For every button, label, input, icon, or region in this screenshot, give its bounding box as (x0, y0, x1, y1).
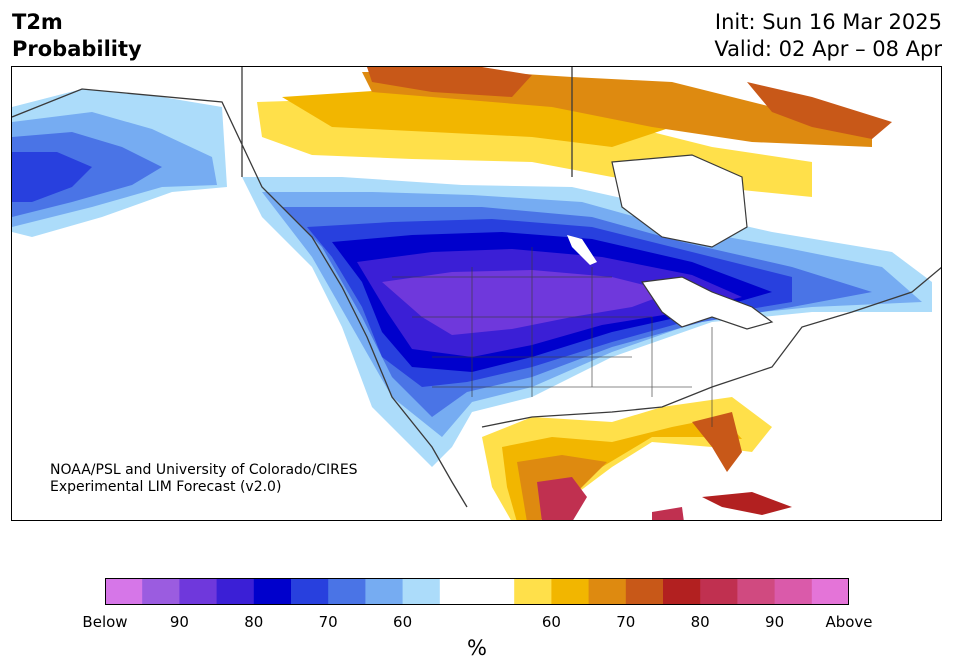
colorbar-tick-label: 80 (244, 613, 264, 631)
colorbar-tick-label: Above (825, 613, 873, 631)
colorbar-swatch (774, 578, 813, 605)
run-info: Init: Sun 16 Mar 2025 Valid: 02 Apr – 08… (714, 9, 942, 63)
colorbar-tick-label: 70 (318, 613, 338, 631)
colorbar-swatch (142, 578, 180, 605)
colorbar-tick-label: 90 (765, 613, 785, 631)
colorbar-swatch (179, 578, 218, 605)
map-panel: NOAA/PSL and University of Colorado/CIRE… (11, 66, 942, 521)
colorbar-swatch (700, 578, 738, 605)
alaska-deep-blue (12, 152, 92, 202)
florida-orange (692, 412, 742, 472)
hudson-bay (611, 154, 748, 248)
colorbar-swatch (216, 578, 255, 605)
cold-85 (382, 270, 672, 335)
colorbar-tick-label: 80 (690, 613, 710, 631)
init-time: Init: Sun 16 Mar 2025 (714, 10, 942, 34)
colorbar-swatch (105, 578, 143, 605)
lake-winnipeg (567, 235, 597, 265)
greenland-dark-orange (747, 82, 892, 139)
colorbar-tick-label: 60 (541, 613, 561, 631)
map-title: T2m Probability (12, 9, 142, 63)
colorbar-tick-label: 60 (393, 613, 413, 631)
colorbar-swatch (811, 578, 849, 605)
coastline (12, 67, 941, 508)
colorbar-unit: % (467, 636, 487, 660)
credit-line-2: Experimental LIM Forecast (v2.0) (50, 479, 282, 495)
canada-dark-orange (367, 67, 532, 97)
colorbar-swatch (365, 578, 404, 605)
colorbar-swatch (439, 578, 478, 605)
colorbar (105, 578, 849, 605)
colorbar-swatch (291, 578, 329, 605)
colorbar-swatch (737, 578, 776, 605)
colorbar-swatch (663, 578, 701, 605)
colorbar-swatch (514, 578, 552, 605)
colorbar-border (105, 578, 849, 605)
south-red (537, 477, 587, 520)
colorbar-swatch (253, 578, 292, 605)
great-lakes (640, 276, 774, 330)
colorbar-swatch (402, 578, 441, 605)
colorbar-swatch (477, 578, 515, 605)
colorbar-swatch (551, 578, 590, 605)
title-line-1: T2m (12, 10, 63, 34)
caribbean-pink (652, 507, 684, 520)
colorbar-swatch (625, 578, 664, 605)
credit-line-1: NOAA/PSL and University of Colorado/CIRE… (50, 462, 358, 478)
colorbar-tick-label: 90 (169, 613, 189, 631)
credit-text: NOAA/PSL and University of Colorado/CIRE… (50, 462, 358, 496)
colorbar-swatch (328, 578, 366, 605)
colorbar-tick-label: 70 (616, 613, 636, 631)
colorbar-swatch (588, 578, 627, 605)
colorbar-tick-label: Below (82, 613, 128, 631)
title-line-2: Probability (12, 37, 142, 61)
cuba-red (702, 492, 792, 515)
forecast-map (12, 67, 941, 520)
state-borders (392, 247, 713, 427)
colorbar-swatches (105, 578, 849, 605)
valid-period: Valid: 02 Apr – 08 Apr (714, 37, 942, 61)
